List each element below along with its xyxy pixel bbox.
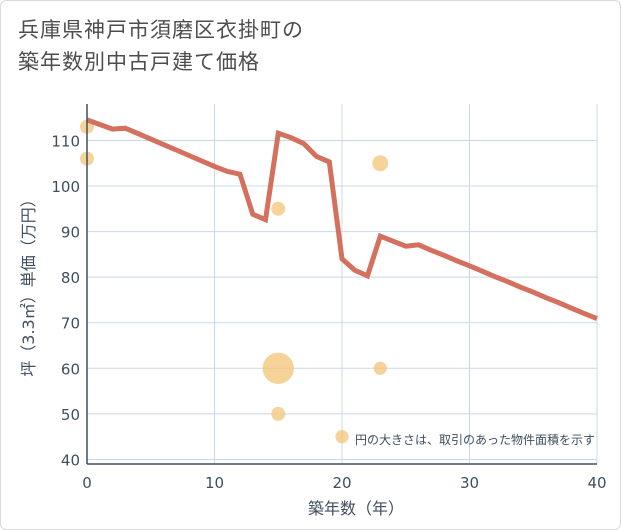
x-tick-label: 0	[82, 474, 92, 492]
x-tick-label: 40	[587, 474, 606, 492]
chart-title-line-2: 築年数別中古戸建て価格	[18, 50, 260, 74]
scatter-points	[80, 119, 389, 444]
x-axis-label: 築年数（年）	[308, 499, 404, 518]
scatter-point	[335, 430, 349, 444]
price-line	[86, 117, 598, 321]
scatter-point	[262, 352, 294, 385]
scatter-point	[373, 361, 387, 375]
grid	[86, 104, 598, 464]
scatter-point	[271, 406, 286, 421]
size-note: 円の大きさは、取引のあった物件面積を示す	[355, 432, 595, 447]
y-tick-label: 100	[51, 178, 80, 196]
chart-title: 兵庫県神戸市須磨区衣掛町の 築年数別中古戸建て価格	[18, 14, 304, 78]
x-tick-label: 30	[460, 474, 479, 492]
line-series	[86, 117, 598, 321]
scatter-point	[271, 201, 286, 216]
y-tick-label: 110	[51, 132, 80, 150]
y-tick-label: 90	[61, 224, 80, 242]
y-axis-label: 坪（3.3㎡）単価（万円）	[19, 191, 38, 376]
y-tick-label: 70	[61, 315, 80, 333]
y-tick-label: 50	[61, 406, 80, 424]
axes	[86, 104, 597, 465]
x-tick-label: 10	[205, 474, 224, 492]
y-tick-label: 80	[61, 269, 80, 287]
tick-labels: 0 10 20 30 40 40 50 60 70 80 90 100 110	[51, 132, 606, 492]
chart-title-line-1: 兵庫県神戸市須磨区衣掛町の	[18, 18, 304, 42]
scatter-point	[372, 155, 389, 172]
y-tick-label: 40	[61, 451, 80, 469]
y-tick-label: 60	[61, 360, 80, 378]
x-tick-label: 20	[332, 474, 351, 492]
